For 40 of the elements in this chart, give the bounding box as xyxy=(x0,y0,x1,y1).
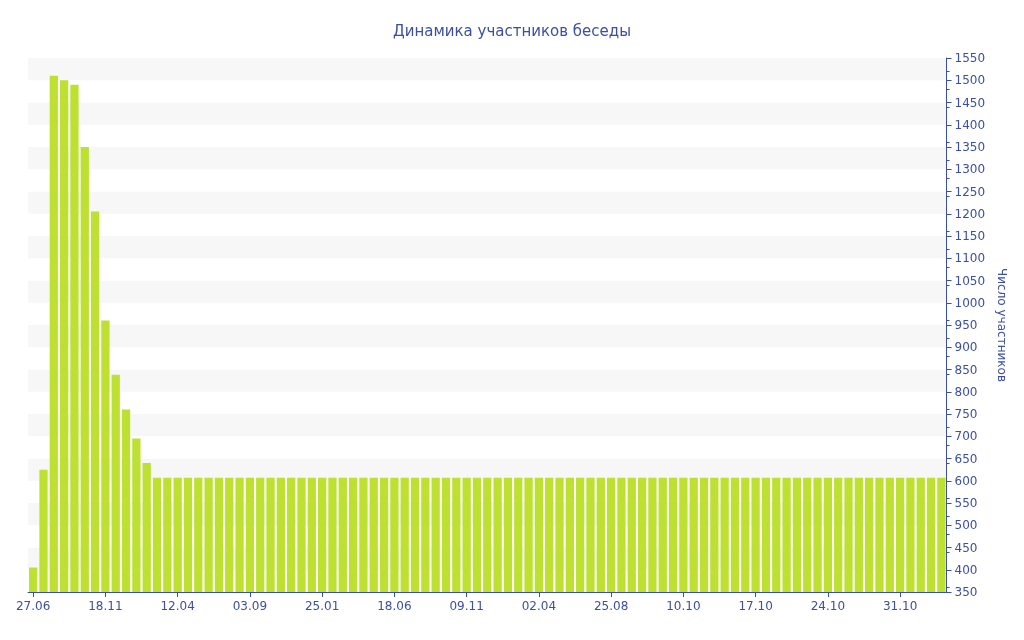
x-tick-label: 24.10 xyxy=(810,599,846,613)
y-tick-label: 1250 xyxy=(954,184,986,199)
y-tick-label: 950 xyxy=(954,318,978,332)
x-tick-label: 10.10 xyxy=(666,599,701,613)
x-tick-label: 17.10 xyxy=(738,599,773,613)
y-tick-label: 1400 xyxy=(954,117,986,132)
y-tick-label: 350 xyxy=(954,585,978,599)
y-tick-label: 1000 xyxy=(954,295,986,310)
y-tick-label: 1550 xyxy=(954,51,986,65)
x-tick-label: 02.04 xyxy=(521,599,557,613)
y-tick-label: 1500 xyxy=(954,73,986,88)
y-tick-label: 1200 xyxy=(954,206,986,221)
y-tick-label: 900 xyxy=(954,340,978,355)
y-tick-label: 1350 xyxy=(954,140,986,154)
chart-title: Динамика участников беседы xyxy=(392,21,632,40)
x-tick-label: 25.01 xyxy=(304,599,340,613)
x-tick-label: 09.11 xyxy=(449,599,484,613)
y-tick-label: 500 xyxy=(954,518,978,533)
y-tick-label: 600 xyxy=(954,473,978,488)
y-tick-label: 700 xyxy=(954,429,978,444)
x-tick-label: 31.10 xyxy=(882,599,918,613)
y-tick-label: 750 xyxy=(954,407,978,421)
y-tick-label: 1100 xyxy=(954,251,986,266)
x-tick-label: 27.06 xyxy=(15,599,51,613)
y-tick-label: 550 xyxy=(954,496,978,510)
y-tick-label: 1300 xyxy=(954,162,986,177)
x-tick-label: 18.06 xyxy=(377,599,412,613)
y-tick-label: 850 xyxy=(954,362,978,377)
y-tick-label: 1150 xyxy=(954,229,986,243)
y-axis-title: Число участников xyxy=(995,268,1009,382)
y-tick-label: 450 xyxy=(954,540,978,555)
y-tick-label: 800 xyxy=(954,384,978,399)
y-tick-label: 650 xyxy=(954,451,978,466)
x-tick-label: 12.04 xyxy=(160,599,195,613)
x-tick-label: 18.11 xyxy=(88,599,123,613)
x-tick-label: 03.09 xyxy=(232,599,268,613)
y-tick-label: 400 xyxy=(954,562,978,577)
y-tick-label: 1450 xyxy=(954,95,986,110)
y-tick-label: 1050 xyxy=(954,273,986,288)
x-tick-label: 25.08 xyxy=(593,599,629,613)
